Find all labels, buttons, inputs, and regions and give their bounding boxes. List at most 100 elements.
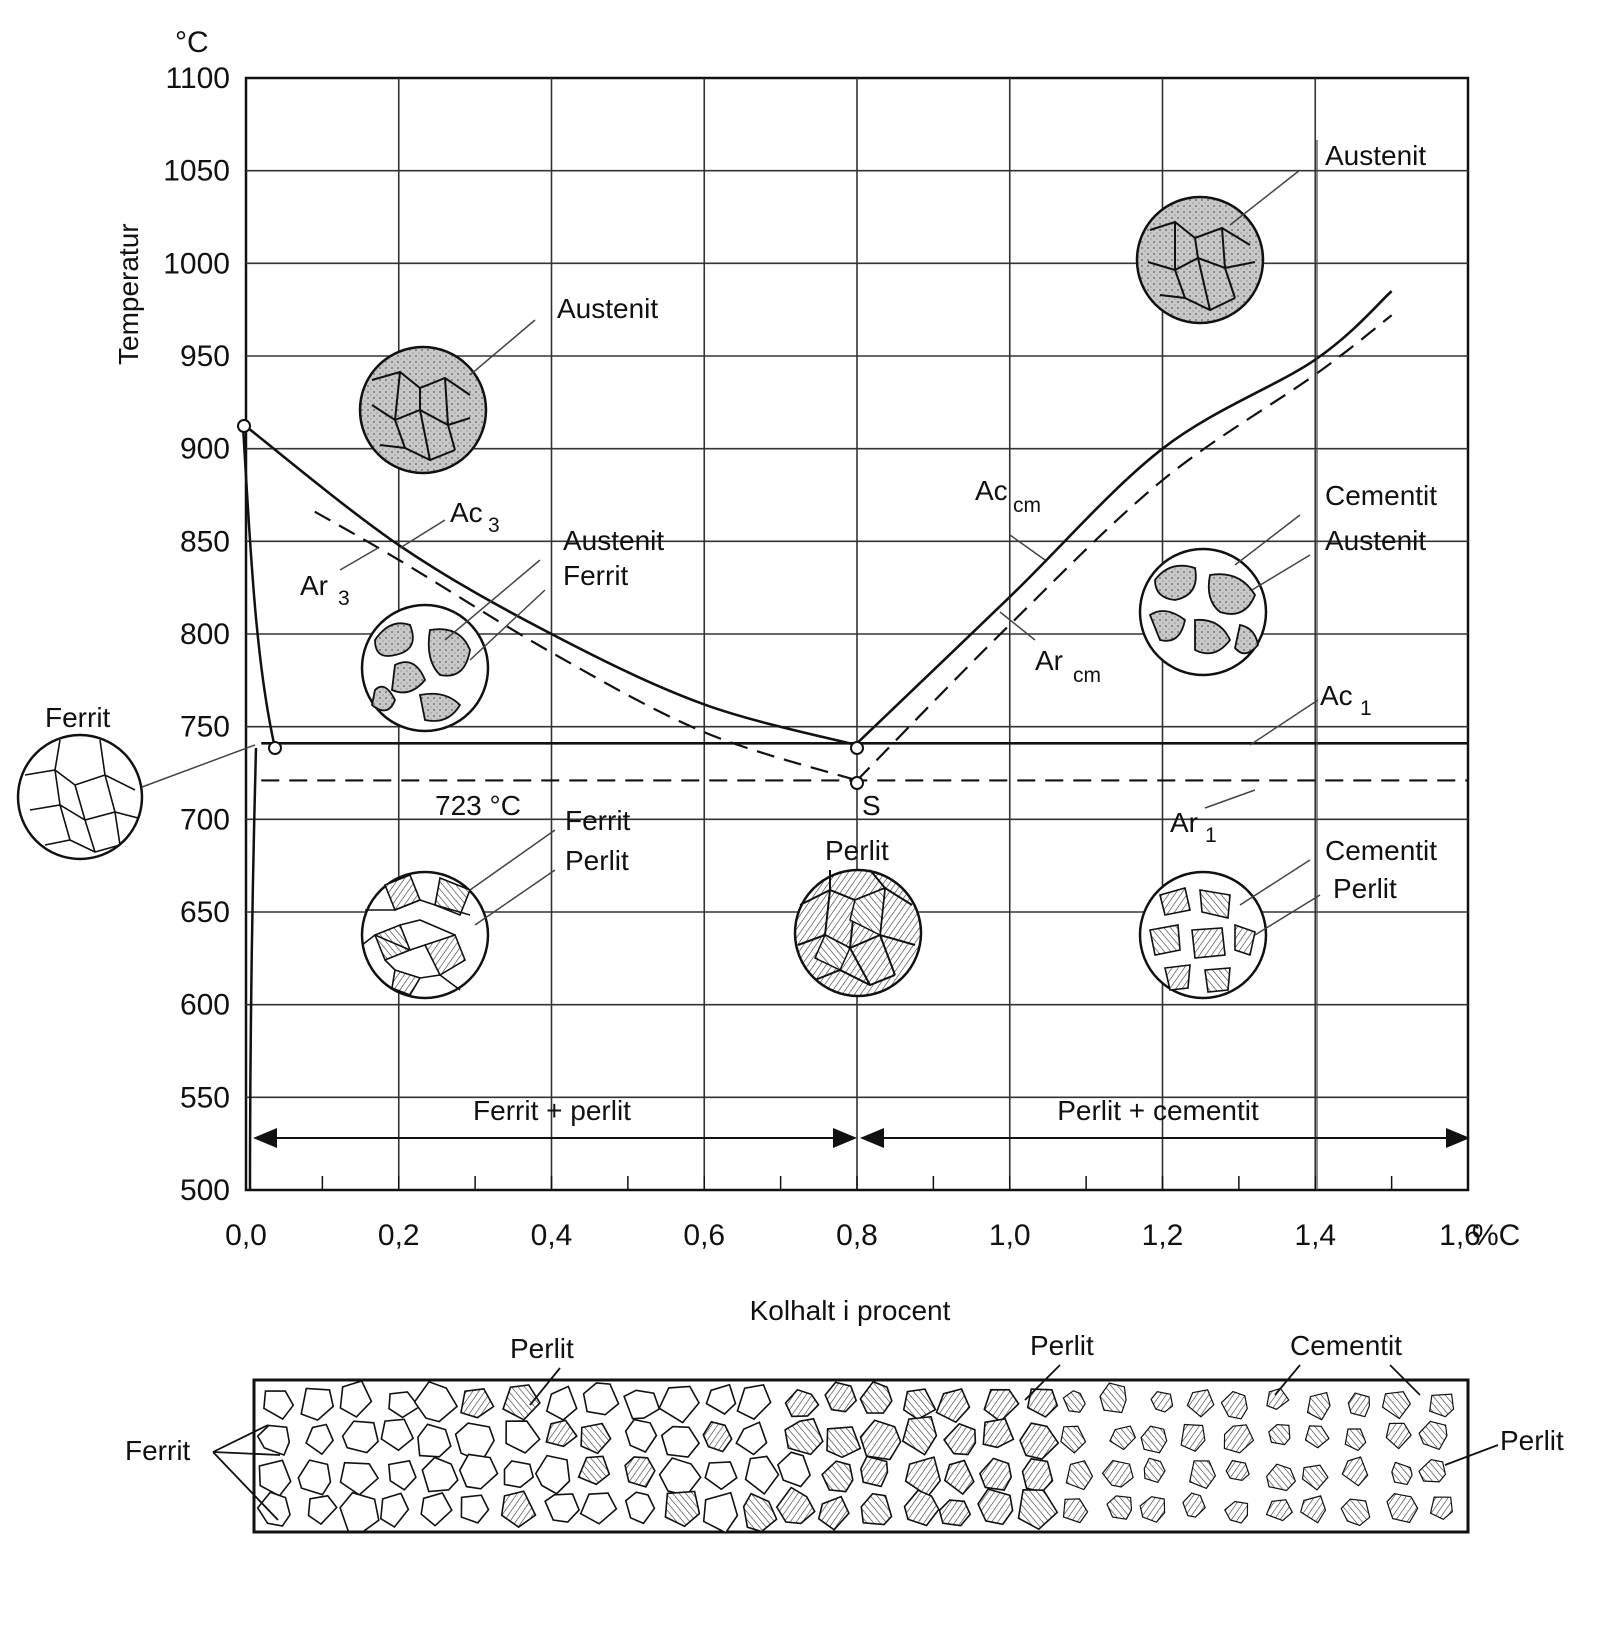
svg-text:Ac: Ac <box>450 497 483 528</box>
strip-grain <box>1268 1423 1291 1446</box>
svg-text:3: 3 <box>338 587 350 610</box>
strip-grain <box>702 1491 739 1534</box>
strip-grain <box>1220 1390 1248 1420</box>
strip-grain <box>1341 1456 1369 1487</box>
strip-grain <box>1062 1390 1086 1413</box>
strip-pointer-perlit-b <box>1024 1364 1061 1401</box>
label-arcm: Ar cm <box>999 611 1101 687</box>
strip-grain <box>742 1492 778 1533</box>
microstructure-strip <box>252 1378 1470 1534</box>
strip-pointer-perlit-a <box>529 1367 561 1406</box>
y-axis-label: Temperatur <box>113 223 144 365</box>
strip-grain <box>1265 1499 1294 1522</box>
strip-grain <box>1418 1420 1448 1451</box>
strip-grain <box>1223 1424 1255 1454</box>
strip-grain <box>502 1384 541 1421</box>
y-axis-ticks: 1100 1050 1000 950 900 850 800 750 700 650 600 550 5… <box>163 62 230 1207</box>
label-cementit-austenit-b: Austenit <box>1325 525 1426 556</box>
strip-grain <box>826 1426 862 1459</box>
strip-grain <box>582 1382 620 1416</box>
micrograph-austenite-ferrite <box>360 559 546 733</box>
strip-grain <box>534 1454 571 1495</box>
eutectoid-point-label: S <box>862 790 881 821</box>
strip-grain <box>660 1425 701 1458</box>
label-ferrit-side: Ferrit <box>45 702 111 733</box>
strip-grain <box>1301 1464 1329 1491</box>
strip-grain <box>500 1490 537 1529</box>
micrograph-ferrite-side <box>16 733 256 861</box>
strip-grain <box>744 1455 780 1496</box>
ferrite-solvus-curve-upper <box>241 425 277 749</box>
strip-grain <box>1182 1492 1206 1518</box>
strip-grain <box>658 1385 700 1424</box>
strip-grain <box>860 1492 893 1526</box>
strip-grain <box>505 1420 541 1454</box>
x-tick-label: 1,0 <box>989 1219 1031 1252</box>
strip-grain <box>1180 1423 1206 1453</box>
strip-grain <box>1266 1387 1290 1410</box>
svg-text:cm: cm <box>1073 664 1101 687</box>
x-axis-unit: %C <box>1472 1219 1520 1252</box>
strip-pointer-cementit-b <box>1389 1364 1421 1396</box>
strip-label-ferrit: Ferrit <box>125 1435 191 1466</box>
strip-label-perlit-b: Perlit <box>1030 1330 1094 1361</box>
strip-grain <box>1150 1391 1174 1413</box>
x-tick-label: 1,2 <box>1142 1219 1184 1252</box>
strip-grain <box>1026 1388 1059 1418</box>
strip-grain <box>341 1420 379 1454</box>
y-axis-unit: °C <box>175 26 209 59</box>
strip-grain <box>300 1387 335 1422</box>
strip-grain <box>1189 1460 1217 1490</box>
strip-grain <box>1304 1425 1330 1449</box>
strip-grain <box>943 1422 977 1456</box>
point-eutectoid-s <box>850 776 864 790</box>
strip-grain <box>545 1385 578 1421</box>
strip-grain <box>1139 1496 1166 1523</box>
x-tick-label: 0,2 <box>378 1219 420 1252</box>
strip-grain <box>460 1494 490 1524</box>
strip-grain <box>307 1494 338 1526</box>
strip-grain <box>935 1388 971 1424</box>
x-axis-label: Kolhalt i procent <box>750 1295 951 1326</box>
y-tick-label: 850 <box>180 525 230 558</box>
strip-grain <box>339 1380 373 1418</box>
strip-grain <box>413 1380 459 1423</box>
strip-grain <box>339 1461 380 1496</box>
svg-text:Ac: Ac <box>1320 680 1353 711</box>
label-perlit-mid: Perlit <box>825 835 889 866</box>
x-tick-label: 1,4 <box>1294 1219 1336 1252</box>
y-tick-label: 650 <box>180 896 230 929</box>
label-austenit-ferrit-a: Austenit <box>563 525 664 556</box>
strip-grain <box>417 1423 452 1458</box>
strip-grain <box>775 1486 816 1525</box>
strip-grain <box>1344 1428 1367 1452</box>
strip-grain <box>903 1489 940 1527</box>
strip-grain <box>982 1417 1015 1449</box>
y-tick-label: 600 <box>180 989 230 1022</box>
label-ferrit-perlit-a: Ferrit <box>565 805 631 836</box>
y-tick-label: 750 <box>180 711 230 744</box>
strip-grain <box>1429 1496 1453 1521</box>
strip-grain <box>859 1419 902 1461</box>
strip-grain <box>784 1417 824 1456</box>
strip-grain <box>1300 1495 1327 1524</box>
strip-grain <box>256 1424 291 1457</box>
strip-grain <box>258 1459 292 1497</box>
y-tick-label: 900 <box>180 433 230 466</box>
x-tick-label: 0,6 <box>683 1219 725 1252</box>
strip-grain <box>579 1492 618 1525</box>
strip-grain <box>420 1492 453 1527</box>
label-austenit-ferrit-b: Ferrit <box>563 560 629 591</box>
strip-grain <box>977 1488 1014 1526</box>
region-label-right: Perlit + cementit <box>1057 1095 1259 1126</box>
label-cementit-perlit-b: Perlit <box>1333 873 1397 904</box>
curve-arcm <box>856 314 1393 782</box>
strip-grain <box>380 1418 415 1452</box>
y-tick-label: 950 <box>180 340 230 373</box>
strip-grain <box>817 1495 850 1531</box>
y-tick-label: 800 <box>180 618 230 651</box>
strip-grain <box>1019 1422 1060 1460</box>
strip-grain <box>1391 1461 1413 1486</box>
